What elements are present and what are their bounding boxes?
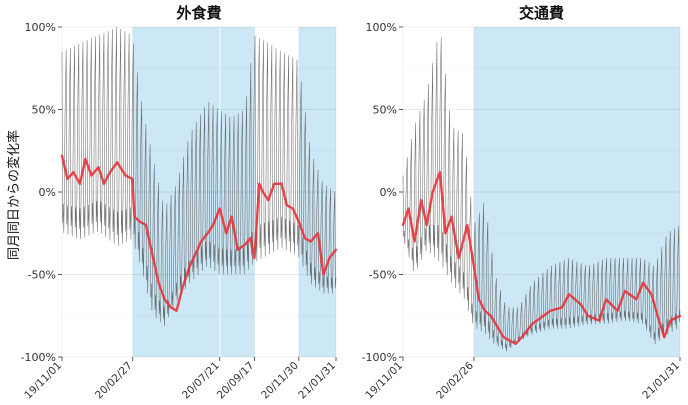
y-tick-label: 0% xyxy=(39,186,56,199)
y-tick-label: 50% xyxy=(373,104,397,117)
x-tick-label: 20/02/27 xyxy=(93,360,135,402)
x-tick-label: 21/01/31 xyxy=(296,360,338,402)
x-tick-label: 19/11/01 xyxy=(22,360,64,402)
y-tick-label: 100% xyxy=(25,21,56,34)
x-tick-label: 20/11/30 xyxy=(259,360,301,402)
daily-series-line xyxy=(61,27,337,327)
daily-series-line xyxy=(402,37,681,352)
x-tick-label: 19/11/01 xyxy=(363,360,405,402)
x-tick-label: 20/07/21 xyxy=(180,360,222,402)
moving-average-line xyxy=(401,171,682,345)
y-tick-label: 100% xyxy=(366,21,397,34)
y-tick-label: 0% xyxy=(380,186,397,199)
x-tick-label: 20/09/17 xyxy=(215,360,257,402)
y-tick-label: 50% xyxy=(32,104,56,117)
panel-title: 外食費 xyxy=(175,4,221,22)
panel-transport: -100% -50% 0% 50% 100% 19/11/01 20/02/26 21/01/… xyxy=(362,4,683,401)
shaded-period xyxy=(132,27,220,357)
moving-average-line xyxy=(60,154,338,312)
panel-food: -100% -50% 0% 50% 100% 19/11/01 20/02/27 20/07/… xyxy=(21,4,339,401)
y-tick-label: -50% xyxy=(369,269,397,282)
y-axis-label: 同月同日からの変化率 xyxy=(6,130,22,260)
x-tick-label: 20/02/26 xyxy=(434,359,476,401)
y-tick-label: -100% xyxy=(21,351,56,364)
x-tick-label: 21/01/31 xyxy=(640,360,682,402)
panel-title: 交通費 xyxy=(519,4,564,22)
y-tick-label: -100% xyxy=(362,351,397,364)
y-tick-label: -50% xyxy=(28,269,56,282)
